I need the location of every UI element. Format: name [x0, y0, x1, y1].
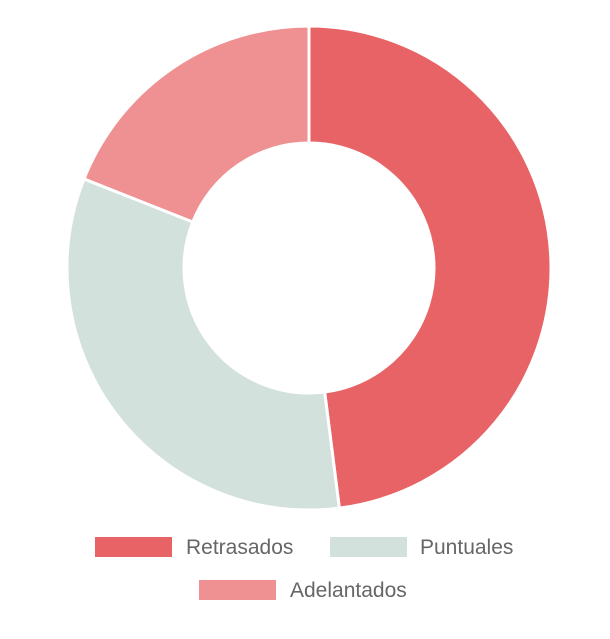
chart-legend: Retrasados Puntuales Adelantados	[95, 536, 513, 602]
legend-label-adelantados: Adelantados	[290, 579, 407, 602]
slice-puntuales[interactable]	[65, 176, 342, 512]
legend-label-puntuales: Puntuales	[420, 536, 513, 559]
legend-swatch-retrasados	[95, 537, 172, 557]
legend-item-adelantados[interactable]: Adelantados	[199, 579, 407, 602]
chart-slices	[65, 24, 553, 512]
legend-label-retrasados: Retrasados	[186, 536, 293, 559]
slice-adelantados[interactable]	[82, 24, 311, 224]
legend-swatch-puntuales	[330, 537, 407, 557]
legend-item-puntuales[interactable]: Puntuales	[330, 536, 513, 559]
legend-swatch-adelantados	[199, 580, 276, 600]
legend-item-retrasados[interactable]: Retrasados	[95, 536, 293, 559]
slice-retrasados[interactable]	[307, 24, 553, 510]
